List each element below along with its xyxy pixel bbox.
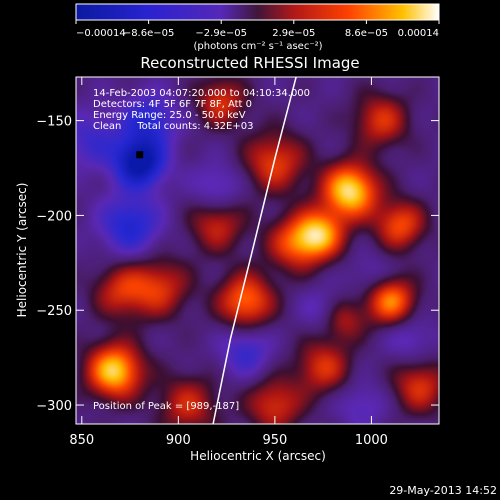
x-tick-label: 900: [166, 433, 191, 448]
colorbar-tick-label: −0.00014: [76, 28, 126, 39]
colorbar-label: (photons cm⁻² s⁻¹ asec⁻²): [193, 41, 322, 52]
y-tick-label: −150: [36, 115, 72, 130]
y-tick-label: −300: [36, 399, 72, 414]
y-tick-label: −250: [36, 304, 72, 319]
colorbar-tick-label: 2.9e−05: [272, 28, 315, 39]
annotation-time: 14-Feb-2003 04:07:20.000 to 04:10:34.000: [93, 88, 310, 99]
axis-ticks: 850 900 950 1000 −150 −200 −250 −300: [36, 77, 439, 448]
y-tick-label: −200: [36, 209, 72, 224]
chart-title: Reconstructed RHESSI Image: [140, 54, 359, 72]
x-tick-label: 1000: [355, 433, 388, 448]
plot-area: 850 900 950 1000 −150 −200 −250 −300 14-Feb-200…: [36, 76, 440, 448]
solar-limb-curve: [212, 77, 297, 424]
colorbar: −0.00014−8.6e−05 −2.9e−05 2.9e−05 8.6e−05 0.…: [75, 3, 440, 52]
x-axis-label: Heliocentric X (arcsec): [190, 449, 326, 463]
heatmap-image: [76, 77, 439, 424]
colorbar-tick-label: 0.00014: [398, 28, 439, 39]
x-tick-label: 850: [69, 433, 94, 448]
peak-label: Position of Peak = [989,-187]: [93, 401, 239, 412]
peak-marker: [136, 151, 144, 159]
footer-timestamp: 29-May-2013 14:52: [389, 484, 497, 497]
plot-frame: [75, 76, 440, 425]
colorbar-gradient: [75, 3, 440, 21]
annotation-counts: Clean Total counts: 4.32E+03: [93, 121, 253, 132]
y-axis-label: Heliocentric Y (arcsec): [15, 183, 29, 318]
annotation-energy: Energy Range: 25.0 - 50.0 keV: [93, 110, 246, 121]
annotations: 14-Feb-2003 04:07:20.000 to 04:10:34.000…: [93, 88, 310, 412]
colorbar-ticks: −0.00014−8.6e−05 −2.9e−05 2.9e−05 8.6e−05 0.…: [75, 20, 440, 39]
colorbar-tick-label: −8.6e−05: [123, 28, 175, 39]
x-tick-label: 950: [262, 433, 287, 448]
annotation-detectors: Detectors: 4F 5F 6F 7F 8F, Att 0: [93, 99, 252, 110]
colorbar-tick-label: −2.9e−05: [195, 28, 247, 39]
colorbar-tick-label: 8.6e−05: [345, 28, 388, 39]
